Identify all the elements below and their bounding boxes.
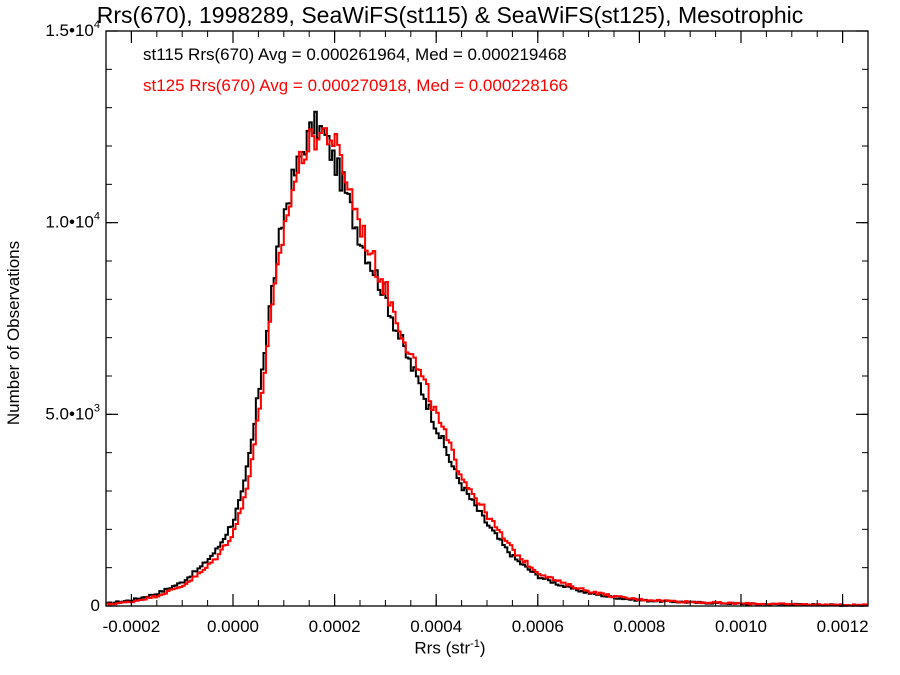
- y-tick-label: 5.0•103: [45, 402, 100, 423]
- y-axis-label: Number of Observations: [4, 241, 24, 425]
- x-tick-label: 0.0002: [309, 617, 361, 636]
- chart-title: Rrs(670), 1998289, SeaWiFS(st115) & SeaW…: [96, 2, 804, 28]
- x-axis-label-sup: -1: [470, 638, 480, 650]
- x-axis-label-suffix: ): [479, 638, 486, 658]
- y-tick-label: 0: [91, 596, 100, 615]
- series-line-1: [106, 127, 868, 607]
- x-tick-label: 0.0012: [817, 617, 869, 636]
- annotation-st115: st115 Rrs(670) Avg = 0.000261964, Med = …: [143, 45, 567, 64]
- series-line-0: [106, 110, 868, 607]
- x-tick-label: 0.0004: [410, 617, 462, 636]
- x-tick-label: 0.0010: [715, 617, 767, 636]
- y-tick-label: 1.5•104: [45, 19, 100, 40]
- x-tick-label: 0.0006: [512, 617, 564, 636]
- series-layer: [106, 110, 868, 607]
- y-axis-label-text: Number of Observations: [4, 240, 23, 426]
- y-tick-label: 1.0•104: [45, 211, 100, 232]
- x-tick-label: -0.0002: [103, 617, 161, 636]
- annotation-st125: st125 Rrs(670) Avg = 0.000270918, Med = …: [143, 76, 569, 95]
- x-tick-label: 0.0000: [207, 617, 259, 636]
- x-tick-label: 0.0008: [613, 617, 665, 636]
- x-axis-label: Rrs (str-1): [0, 638, 900, 659]
- x-axis-label-text: Rrs (str: [414, 638, 471, 658]
- ticks-layer: -0.0002 0.0000 0.0002 0.0004 0.0006 0.0008 0.0…: [45, 19, 868, 636]
